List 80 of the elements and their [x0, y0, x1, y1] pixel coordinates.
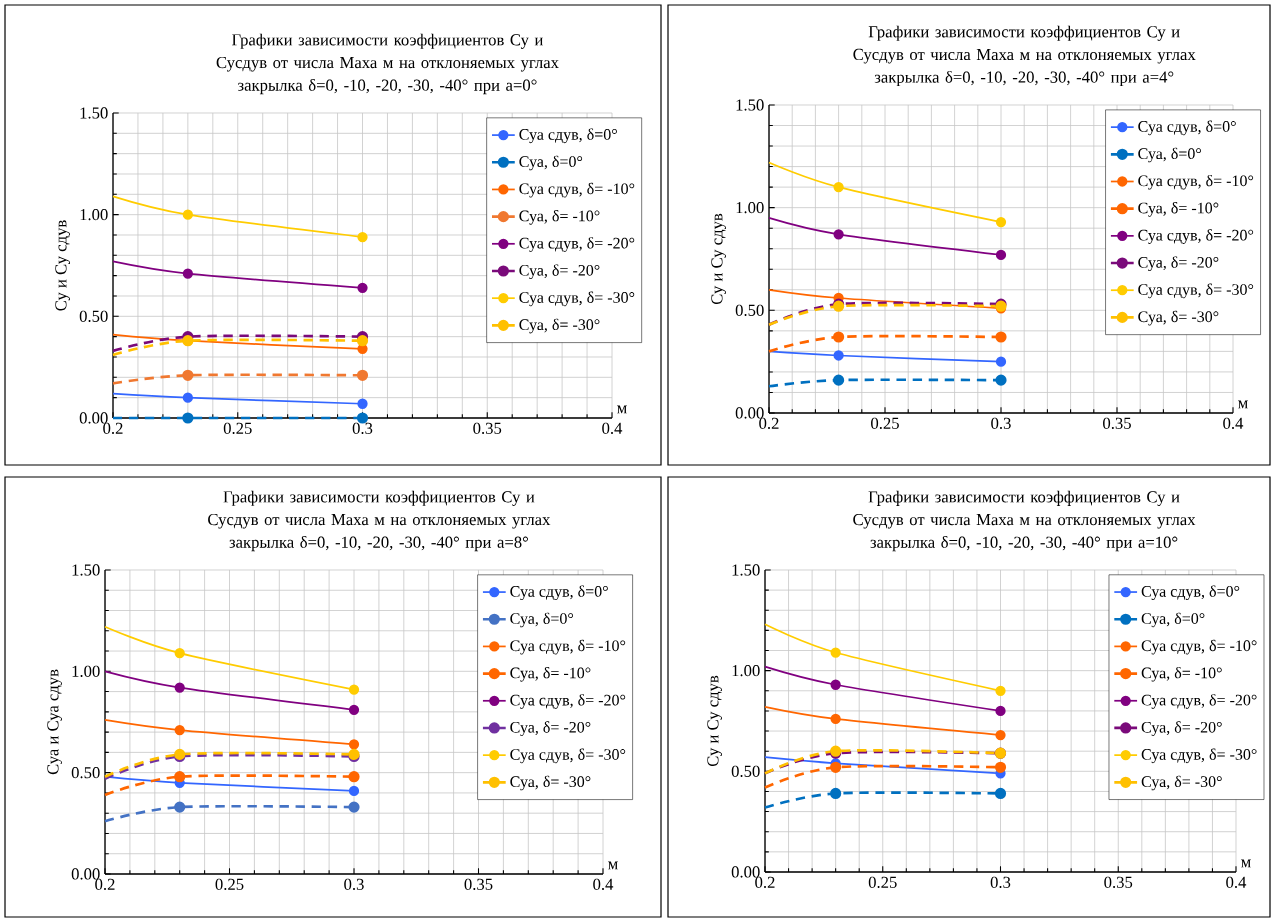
x-tick-label: 0.4 — [1223, 417, 1244, 430]
y-axis-title: Су и Су сдув — [707, 675, 722, 767]
legend-label: Суа, δ=0° — [510, 612, 574, 628]
x-tick-label: 0.2 — [103, 422, 123, 435]
y-tick-label: 0.00 — [79, 412, 108, 424]
x-tick-label: 0.3 — [344, 878, 364, 891]
y-tick-label: 0.50 — [71, 766, 100, 779]
y-tick-label: 1.00 — [736, 202, 764, 214]
legend-label: Суа сдув, δ=0° — [1141, 585, 1240, 601]
y-axis-title: Су и Су cдув — [711, 213, 726, 305]
x-axis-title: м — [617, 405, 627, 414]
legend-label: Суа сдув, δ=0° — [1138, 120, 1236, 136]
legend-label: Суа, δ=0° — [519, 155, 583, 171]
legend-label: Суа, δ= -20° — [510, 721, 591, 737]
chart-title: Графики зависимости коэффициентов Су и Сусдув от числа Маха м на отклоняемых углах закрылка δ=0, -10, -20, -30, -40° при а=10° — [853, 490, 1196, 552]
y-tick-label: 0.00 — [731, 866, 760, 878]
y-tick-label: 1.50 — [732, 564, 760, 576]
legend-label: Суа сдув, δ=0° — [519, 128, 617, 144]
x-tick-label: 0.25 — [868, 876, 897, 889]
legend-label: Суа сдув, δ= -10° — [519, 182, 635, 198]
x-tick-label: 0.25 — [871, 417, 899, 430]
legend-label: Суа, δ= -10° — [1141, 666, 1222, 682]
y-tick-label: 1.00 — [80, 209, 108, 221]
x-tick-label: 0.4 — [1226, 876, 1247, 889]
x-tick-label: 0.2 — [95, 878, 115, 891]
y-tick-label: 1.50 — [736, 99, 764, 111]
legend-label: Суа сдув, δ= -30° — [1138, 283, 1254, 299]
legend-label: Суа, δ=0° — [1141, 612, 1205, 628]
x-tick-label: 0.25 — [215, 878, 244, 891]
y-axis-title: Суа и Суа сдув — [47, 669, 62, 775]
legend-label: Суа, δ= -20° — [1141, 721, 1222, 736]
legend-label: Суа сдув, δ= -30° — [1141, 748, 1257, 764]
y-tick-label: 1.50 — [72, 564, 100, 576]
legend-label: Суа сдув, δ= -20° — [519, 237, 635, 252]
x-axis-title: м — [1241, 859, 1251, 868]
legend-label: Суа, δ= -30° — [519, 318, 600, 334]
legend-label: Суа сдув, δ= -20° — [1141, 694, 1257, 709]
x-tick-label: 0.35 — [473, 422, 502, 435]
x-tick-label: 0.2 — [759, 417, 779, 430]
legend-label: Суа, δ= -10° — [1138, 202, 1219, 217]
legend-label: Суа сдув, δ= -20° — [1138, 229, 1254, 244]
x-tick-label: 0.35 — [1104, 876, 1133, 889]
x-axis-title: м — [608, 861, 618, 870]
x-tick-label: 0.2 — [755, 876, 775, 889]
legend-label: Суа сдув, δ= -30° — [510, 748, 626, 764]
legend-label: Суа сдув, δ= -10° — [1138, 174, 1254, 190]
x-tick-label: 0.3 — [991, 417, 1011, 430]
chart-title: Графики зависимости коэффициентов Су и Сусдув от числа Маха м на отклоняемых углах закрылка δ=0, -10, -20, -30, -40° при а=0° — [216, 33, 559, 95]
x-tick-label: 0.4 — [593, 878, 614, 891]
y-tick-label: 0.00 — [71, 868, 100, 880]
x-tick-label: 0.35 — [464, 878, 493, 891]
legend-label: Суа, δ= -30° — [1138, 310, 1219, 326]
y-tick-label: 1.00 — [732, 665, 760, 677]
legend-label: Суа, δ= -30° — [1141, 775, 1222, 791]
x-tick-label: 0.35 — [1103, 417, 1131, 430]
legend-label: Суа, δ=0° — [1138, 147, 1201, 163]
legend-label: Суа сдув, δ= -20° — [510, 694, 626, 709]
legend-label: Суа, δ= -30° — [510, 775, 591, 791]
legend-label: Суа сдув, δ= -30° — [519, 291, 635, 307]
y-tick-label: 1.50 — [80, 107, 108, 119]
legend-label: Суа, δ= -10° — [510, 667, 591, 682]
x-tick-label: 0.3 — [990, 876, 1011, 889]
legend-label: Суа, δ= -10° — [519, 210, 600, 225]
legend-label: Суа сдув, δ= -10° — [510, 639, 626, 655]
y-axis-title: Су и Су сдув — [55, 220, 70, 311]
y-tick-label: 0.50 — [735, 304, 764, 316]
x-tick-label: 0.25 — [223, 422, 252, 435]
legend-label: Суа сдув, δ= -10° — [1141, 639, 1257, 655]
y-tick-label: 0.50 — [79, 310, 108, 322]
chart-title: Графики зависимости коэффициентов Су и Сусдув от числа Маха м на отклоняемых углах закрылка δ=0, -10, -20, -30, -40° при а=4° — [853, 25, 1196, 87]
x-tick-label: 0.4 — [602, 422, 623, 435]
chart-title: Графики зависимости коэффициентов Су и Сусдув от числа Маха м на отклоняемых углах закрылка δ=0, -10, -20, -30, -40° при а=8° — [208, 490, 551, 552]
y-tick-label: 0.50 — [731, 765, 760, 777]
legend-label: Суа, δ= -20° — [1138, 256, 1219, 272]
x-tick-label: 0.3 — [352, 422, 373, 435]
legend-label: Суа сдув, δ=0° — [510, 585, 608, 601]
legend-label: Суа, δ= -20° — [519, 264, 600, 280]
x-axis-title: м — [1238, 400, 1248, 409]
y-tick-label: 0.00 — [735, 407, 764, 419]
y-tick-label: 1.00 — [72, 665, 100, 677]
